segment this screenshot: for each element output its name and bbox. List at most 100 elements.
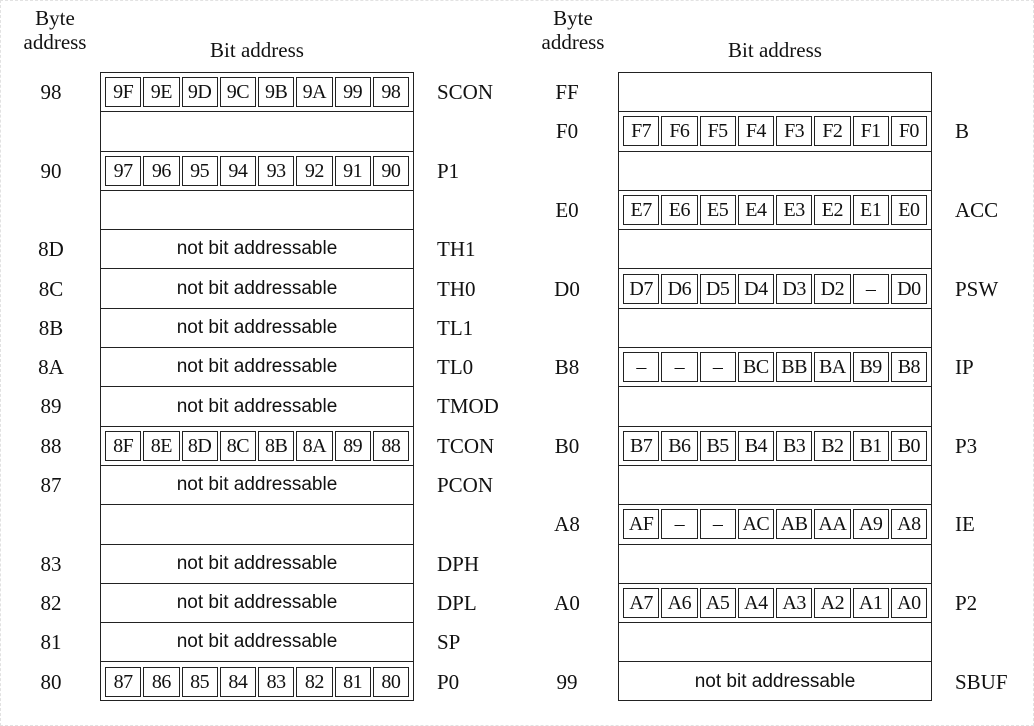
bit-address-cell: 9E: [143, 77, 180, 108]
byte-address-label: [532, 309, 602, 347]
right-bit-address-header: Bit address: [728, 38, 822, 62]
bit-address-cell: 82: [296, 667, 333, 698]
register-name-label: PSW: [955, 276, 999, 301]
bit-address-cell: 8E: [143, 430, 180, 461]
not-bit-addressable-label: not bit addressable: [176, 474, 338, 496]
byte-address-label: 82: [40, 590, 62, 615]
bit-address-cell: A8: [890, 509, 927, 540]
not-bit-addressable-label: not bit addressable: [176, 238, 338, 260]
register-row: [619, 466, 931, 506]
byte-address-label: [16, 112, 86, 150]
register-name-label: TL0: [437, 355, 474, 380]
bit-address-cell: 8C: [219, 430, 256, 461]
bit-address-cell: 90: [372, 155, 409, 186]
register-row: [619, 309, 931, 349]
register-name-label: TCON: [437, 433, 495, 458]
bit-address-cell: 97: [105, 155, 142, 186]
bit-address-cell: A1: [852, 588, 889, 619]
bit-address-cell: 88: [372, 430, 409, 461]
register-row: 8F 8E 8D 8C 8B 8A 89 88: [101, 427, 413, 466]
bit-address-cell: B9: [852, 352, 889, 383]
bit-address-cell: –: [661, 509, 698, 540]
register-row: not bit addressable: [101, 466, 413, 506]
byte-address-label: F0: [555, 119, 579, 144]
byte-address-label: A0: [554, 590, 580, 615]
bit-address-cell: B0: [890, 430, 927, 461]
register-row: D7 D6 D5 D4 D3 D2– D0: [619, 270, 931, 309]
byte-address-label: [532, 230, 602, 268]
byte-address-label: [532, 387, 602, 425]
register-name-label: SCON: [437, 80, 494, 104]
register-row: [619, 152, 931, 191]
bit-address-cell: 95: [181, 155, 218, 186]
bit-address-cell: –: [699, 509, 736, 540]
not-bit-addressable-label: not bit addressable: [176, 356, 338, 378]
bit-address-cell: 89: [334, 430, 371, 461]
register-row: [619, 545, 931, 584]
byte-address-label: B8: [554, 355, 580, 380]
register-row: [101, 505, 413, 545]
bit-address-cell: A7: [623, 588, 660, 619]
register-name-label: PCON: [437, 473, 494, 497]
bit-address-cell: B5: [699, 430, 736, 461]
byte-address-label: 80: [40, 669, 62, 694]
bit-address-cell: B2: [814, 430, 851, 461]
register-row: not bit addressable: [101, 348, 413, 388]
bit-address-cell: BA: [814, 352, 851, 383]
bit-address-cell: 8D: [181, 430, 218, 461]
bit-address-cell: 83: [258, 667, 295, 698]
not-bit-addressable-label: not bit addressable: [176, 395, 338, 417]
not-bit-addressable-label: not bit addressable: [176, 316, 338, 338]
bit-address-cell: E2: [814, 195, 851, 226]
bit-address-cell: 92: [296, 155, 333, 186]
bit-address-cell: 96: [143, 155, 180, 186]
bit-address-cell: 8A: [296, 430, 333, 461]
bit-address-cell: A5: [699, 588, 736, 619]
bit-address-cell: A4: [737, 588, 774, 619]
bit-address-cell: 8B: [258, 430, 295, 461]
register-name-label: DPL: [437, 590, 477, 615]
left-byte-address-header: Byte address: [23, 6, 87, 54]
bit-address-cell: F3: [776, 116, 813, 147]
register-row: AF – – AC AB AA A9 A8: [619, 505, 931, 545]
byte-address-label: 89: [40, 394, 62, 419]
register-row: not bit addressable: [619, 663, 931, 702]
right-byte-address-header: Byte address: [541, 6, 605, 54]
register-name-label: IE: [955, 512, 975, 537]
bit-address-cell: A6: [661, 588, 698, 619]
bit-address-cell: F2: [814, 116, 851, 147]
bit-address-cell: AB: [776, 509, 813, 540]
not-bit-addressable-label: not bit addressable: [176, 277, 338, 299]
byte-address-label: [16, 191, 86, 229]
register-row: [619, 387, 931, 427]
register-name-label: P1: [437, 158, 460, 183]
register-row: F7 F6 F5 F4 F3 F2 F1 F0: [619, 112, 931, 152]
bit-address-cell: 86: [143, 667, 180, 698]
register-row: not bit addressable: [101, 270, 413, 309]
bit-address-cell: F6: [661, 116, 698, 147]
register-name-label: TH0: [437, 276, 476, 301]
bit-address-cell: E1: [852, 195, 889, 226]
register-row: [619, 73, 931, 113]
byte-address-label: [532, 152, 602, 190]
bit-address-cell: F5: [699, 116, 736, 147]
bit-address-cell: F1: [852, 116, 889, 147]
bit-address-cell: 80: [372, 667, 409, 698]
bit-address-cell: 99: [334, 77, 371, 108]
left-bit-address-header: Bit address: [210, 38, 304, 62]
bit-address-cell: D5: [699, 273, 736, 304]
register-name-label: TMOD: [437, 394, 499, 419]
bit-address-cell: A2: [814, 588, 851, 619]
bit-address-cell: BB: [776, 352, 813, 383]
bit-address-cell: 81: [334, 667, 371, 698]
byte-address-label: [532, 466, 602, 504]
byte-address-label: 87: [40, 473, 62, 497]
byte-address-label: 81: [40, 630, 62, 655]
bit-address-cell: 9D: [181, 77, 218, 108]
bit-address-cell: 9F: [105, 77, 142, 108]
not-bit-addressable-label: not bit addressable: [176, 552, 338, 574]
register-row: [619, 623, 931, 663]
byte-address-label: 8C: [38, 276, 64, 301]
bit-address-cell: E3: [776, 195, 813, 226]
byte-address-label: 90: [40, 158, 62, 183]
